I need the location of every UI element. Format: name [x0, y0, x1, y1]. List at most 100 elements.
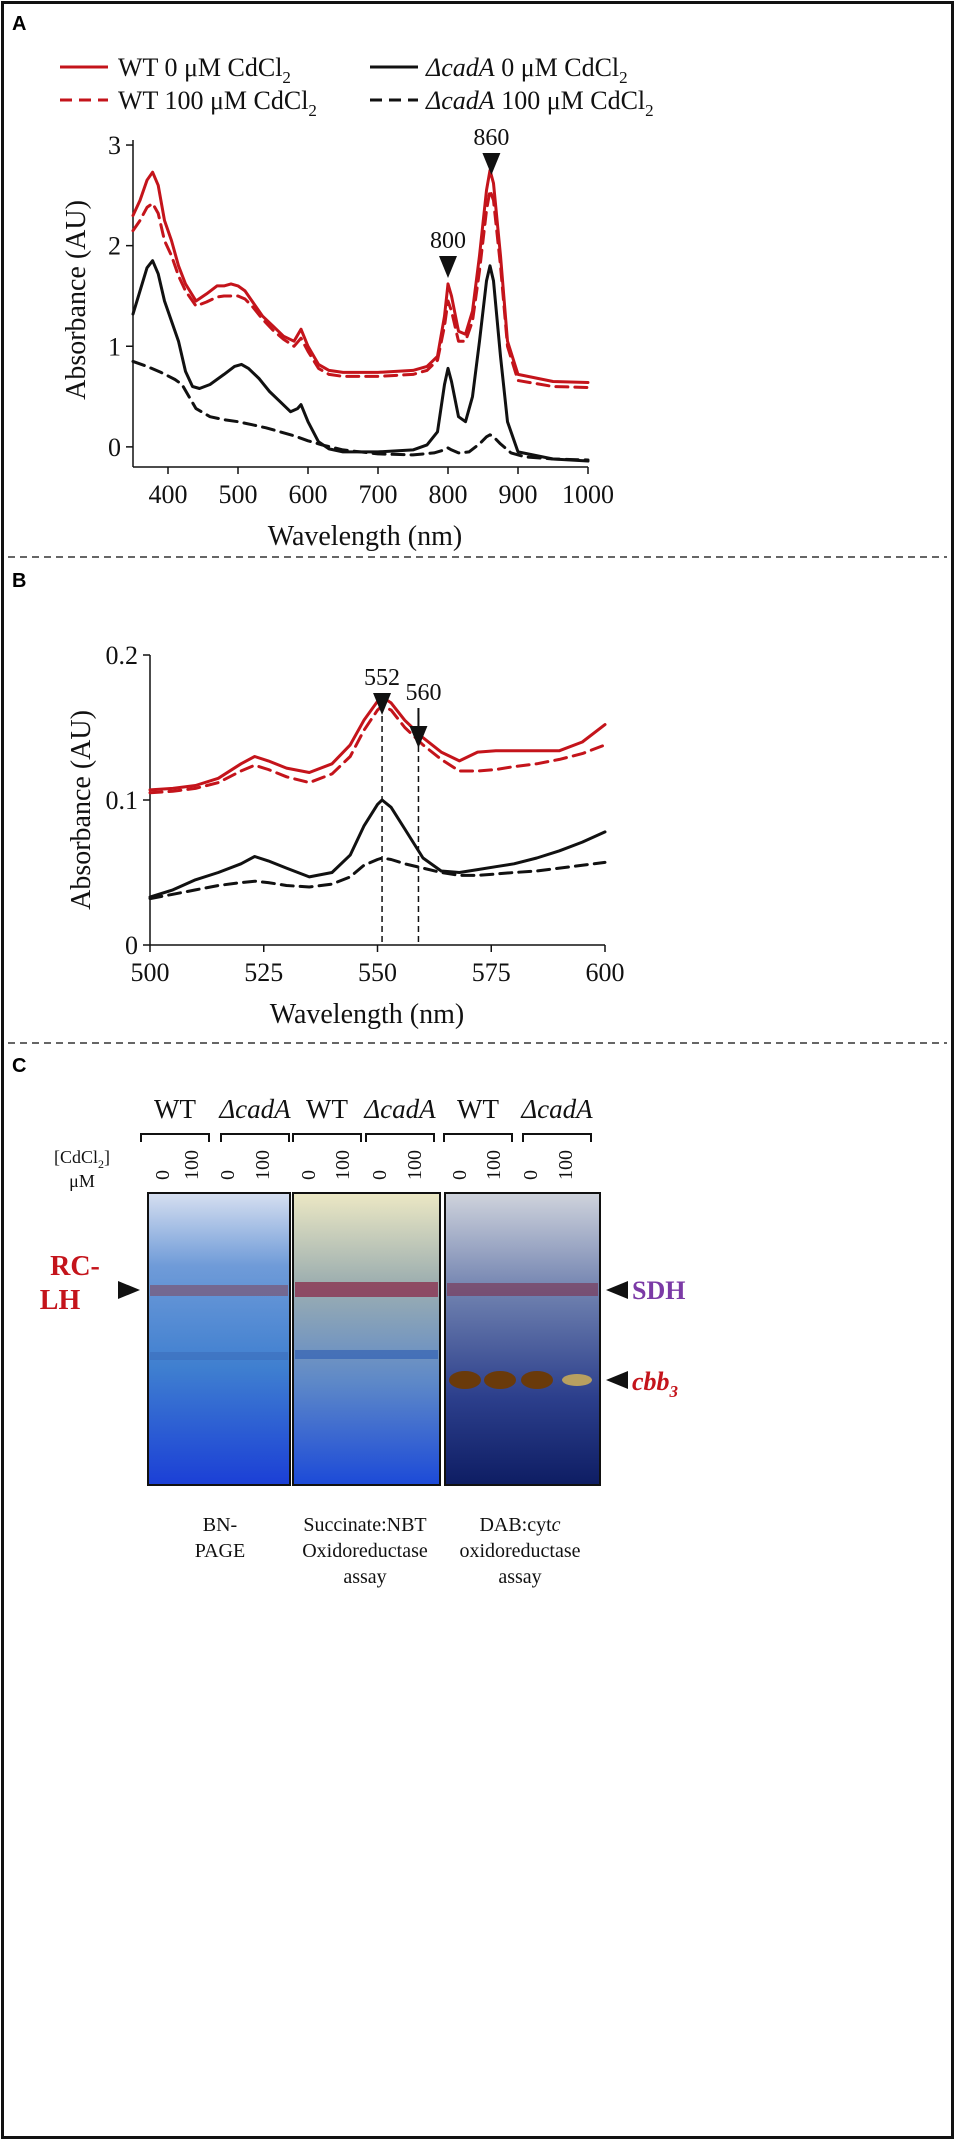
x-tick-label: 500 [219, 480, 258, 509]
label-rc-lh-2: LH [40, 1285, 81, 1316]
legend-entry-mut0: ΔcadA 0 μM CdCl2 [425, 53, 628, 87]
peak-label: 800 [430, 228, 466, 254]
gel-succ-background [292, 1192, 441, 1486]
gel-lane-label: 0 [449, 1170, 471, 1180]
gel-bn-rclh-band [150, 1285, 288, 1296]
gel-brackets [140, 1133, 592, 1142]
series-line-3 [148, 856, 607, 901]
gel-panel: WT ΔcadA WT ΔcadA WT ΔcadA [CdCl2] μM 0 100 0 10… [40, 1094, 686, 1588]
x-tick-label: 700 [359, 480, 398, 509]
gel-group-label: ΔcadA [218, 1094, 291, 1124]
x-tick-label: 550 [358, 958, 397, 987]
x-tick-label: 575 [472, 958, 511, 987]
gel-dab-cbb3-band-1 [449, 1371, 481, 1389]
gel-dab-cbb3-band-4 [562, 1374, 592, 1386]
chart-b-vlines [381, 716, 420, 945]
gel-group-bracket [220, 1133, 290, 1142]
x-tick-label: 1000 [562, 480, 614, 509]
y-tick-label: 2 [108, 232, 121, 261]
chart-a-ticks: 400 500 600 700 800 900 1000 0 1 2 3 [108, 131, 614, 509]
conc-unit: μM [69, 1171, 95, 1191]
chart-b-xlabel: Wavelength (nm) [270, 999, 464, 1030]
chart-a-annotations: 800 860 [430, 125, 509, 278]
gel-lane-label: 100 [404, 1150, 426, 1180]
x-tick-label: 900 [499, 480, 538, 509]
x-tick-label: 600 [289, 480, 328, 509]
chart-b-series [148, 695, 607, 901]
gel-group-bracket [443, 1133, 513, 1142]
peak-label: 860 [473, 125, 509, 151]
chart-a-xlabel: Wavelength (nm) [268, 521, 462, 552]
gel-group-bracket [522, 1133, 592, 1142]
gel-dab-background [444, 1192, 601, 1486]
series-line-3 [131, 359, 590, 462]
caption-succ-2: Oxidoreductase [302, 1540, 428, 1562]
gel-lane-label: 100 [252, 1150, 274, 1180]
gel-lane-label: 100 [332, 1150, 354, 1180]
chart-a: Wavelength (nm) Absorbance (AU) 400 500 60… [61, 125, 614, 552]
gel-group-labels: WT ΔcadA WT ΔcadA WT ΔcadA [154, 1094, 593, 1124]
caption-succ-1: Succinate:NBT [303, 1514, 426, 1536]
legend-entry-wt100: WT 100 μM CdCl2 [118, 86, 317, 120]
gel-lane-label: 0 [369, 1170, 391, 1180]
gel-dab-cbb3-band-3 [521, 1371, 553, 1389]
y-tick-label: 0 [125, 931, 138, 960]
gel-group-bracket [292, 1133, 362, 1142]
y-tick-label: 3 [108, 131, 121, 160]
gel-dab-sdh-band [447, 1283, 598, 1296]
gel-lane-label: 0 [152, 1170, 174, 1180]
caption-dab-1: DAB:cytc [479, 1514, 560, 1536]
gel-lane-labels: 0 100 0 100 0 100 0 100 0 100 0 100 [152, 1150, 577, 1180]
series-line-2 [131, 259, 590, 463]
arrow-rc-lh [118, 1281, 140, 1299]
peak-label: 552 [364, 665, 400, 691]
gel-bn-background [147, 1192, 291, 1486]
gel-dab-cytc [444, 1192, 601, 1486]
gel-group-label: WT [457, 1094, 499, 1124]
gel-bn-page [147, 1192, 291, 1486]
legend-entry-mut100: ΔcadA 100 μM CdCl2 [425, 86, 654, 120]
gel-group-label: ΔcadA [363, 1094, 436, 1124]
caption-bn-2: PAGE [195, 1540, 245, 1562]
gel-group-bracket [365, 1133, 435, 1142]
gel-bn-lower-band [150, 1352, 288, 1360]
peak-arrow [409, 726, 428, 748]
x-tick-label: 800 [429, 480, 468, 509]
panel-label-c: C [12, 1055, 26, 1077]
chart-a-ylabel: Absorbance (AU) [61, 200, 92, 400]
caption-dab-2: oxidoreductase [459, 1540, 580, 1562]
x-tick-label: 525 [244, 958, 283, 987]
peak-arrow [482, 153, 501, 175]
label-rc-lh: RC- [50, 1251, 100, 1282]
caption-succ-3: assay [343, 1566, 386, 1588]
x-tick-label: 600 [586, 958, 625, 987]
gel-dab-cbb3-band-2 [484, 1371, 516, 1389]
series-line-1 [131, 188, 590, 389]
chart-a-series [131, 168, 590, 463]
gel-lane-label: 100 [483, 1150, 505, 1180]
arrow-cbb3 [606, 1371, 628, 1389]
gel-succ-lower-band [295, 1350, 438, 1359]
gel-lane-label: 0 [298, 1170, 320, 1180]
legend-entry-wt0: WT 0 μM CdCl2 [118, 53, 291, 87]
conc-header: [CdCl2] [54, 1147, 110, 1171]
peak-arrow [373, 693, 392, 715]
chart-b-ylabel: Absorbance (AU) [66, 710, 97, 910]
caption-bn-1: BN- [203, 1514, 237, 1536]
gel-lane-label: 100 [555, 1150, 577, 1180]
gel-group-label: WT [306, 1094, 348, 1124]
legend: WT 0 μM CdCl2 WT 100 μM CdCl2 ΔcadA 0 μM… [60, 53, 654, 120]
x-tick-label: 400 [149, 480, 188, 509]
arrow-sdh [606, 1281, 628, 1299]
series-line-2 [148, 798, 607, 899]
y-tick-label: 0 [108, 433, 121, 462]
chart-b: Wavelength (nm) Absorbance (AU) 500 525 55… [66, 641, 625, 1030]
peak-label: 560 [405, 680, 441, 706]
gel-lane-label: 0 [217, 1170, 239, 1180]
gel-succinate-nbt [292, 1192, 441, 1486]
series-line-0 [131, 168, 590, 384]
y-tick-label: 0.2 [106, 641, 139, 670]
gel-lane-label: 0 [520, 1170, 542, 1180]
